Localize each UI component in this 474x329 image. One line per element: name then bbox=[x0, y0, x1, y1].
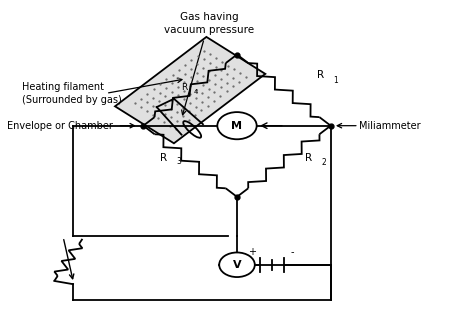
Text: 2: 2 bbox=[321, 158, 326, 167]
Circle shape bbox=[217, 112, 257, 139]
Text: Envelope or Chamber: Envelope or Chamber bbox=[8, 121, 113, 131]
Text: 4: 4 bbox=[193, 89, 198, 95]
Text: R: R bbox=[181, 84, 187, 92]
Text: Gas having: Gas having bbox=[180, 13, 238, 22]
Text: (Surrounded by gas): (Surrounded by gas) bbox=[21, 95, 121, 105]
Text: -: - bbox=[291, 247, 294, 257]
Text: R: R bbox=[160, 153, 167, 163]
Text: +: + bbox=[248, 247, 256, 257]
Text: 3: 3 bbox=[177, 157, 182, 166]
Text: 1: 1 bbox=[333, 76, 338, 85]
Text: M: M bbox=[231, 121, 243, 131]
Text: R: R bbox=[305, 153, 312, 163]
Circle shape bbox=[219, 252, 255, 277]
Text: Heating filament: Heating filament bbox=[21, 82, 103, 92]
Text: vacuum pressure: vacuum pressure bbox=[164, 25, 254, 36]
Text: V: V bbox=[233, 260, 241, 270]
Text: Miliammeter: Miliammeter bbox=[359, 121, 420, 131]
Polygon shape bbox=[115, 37, 265, 143]
Text: R: R bbox=[317, 70, 324, 80]
